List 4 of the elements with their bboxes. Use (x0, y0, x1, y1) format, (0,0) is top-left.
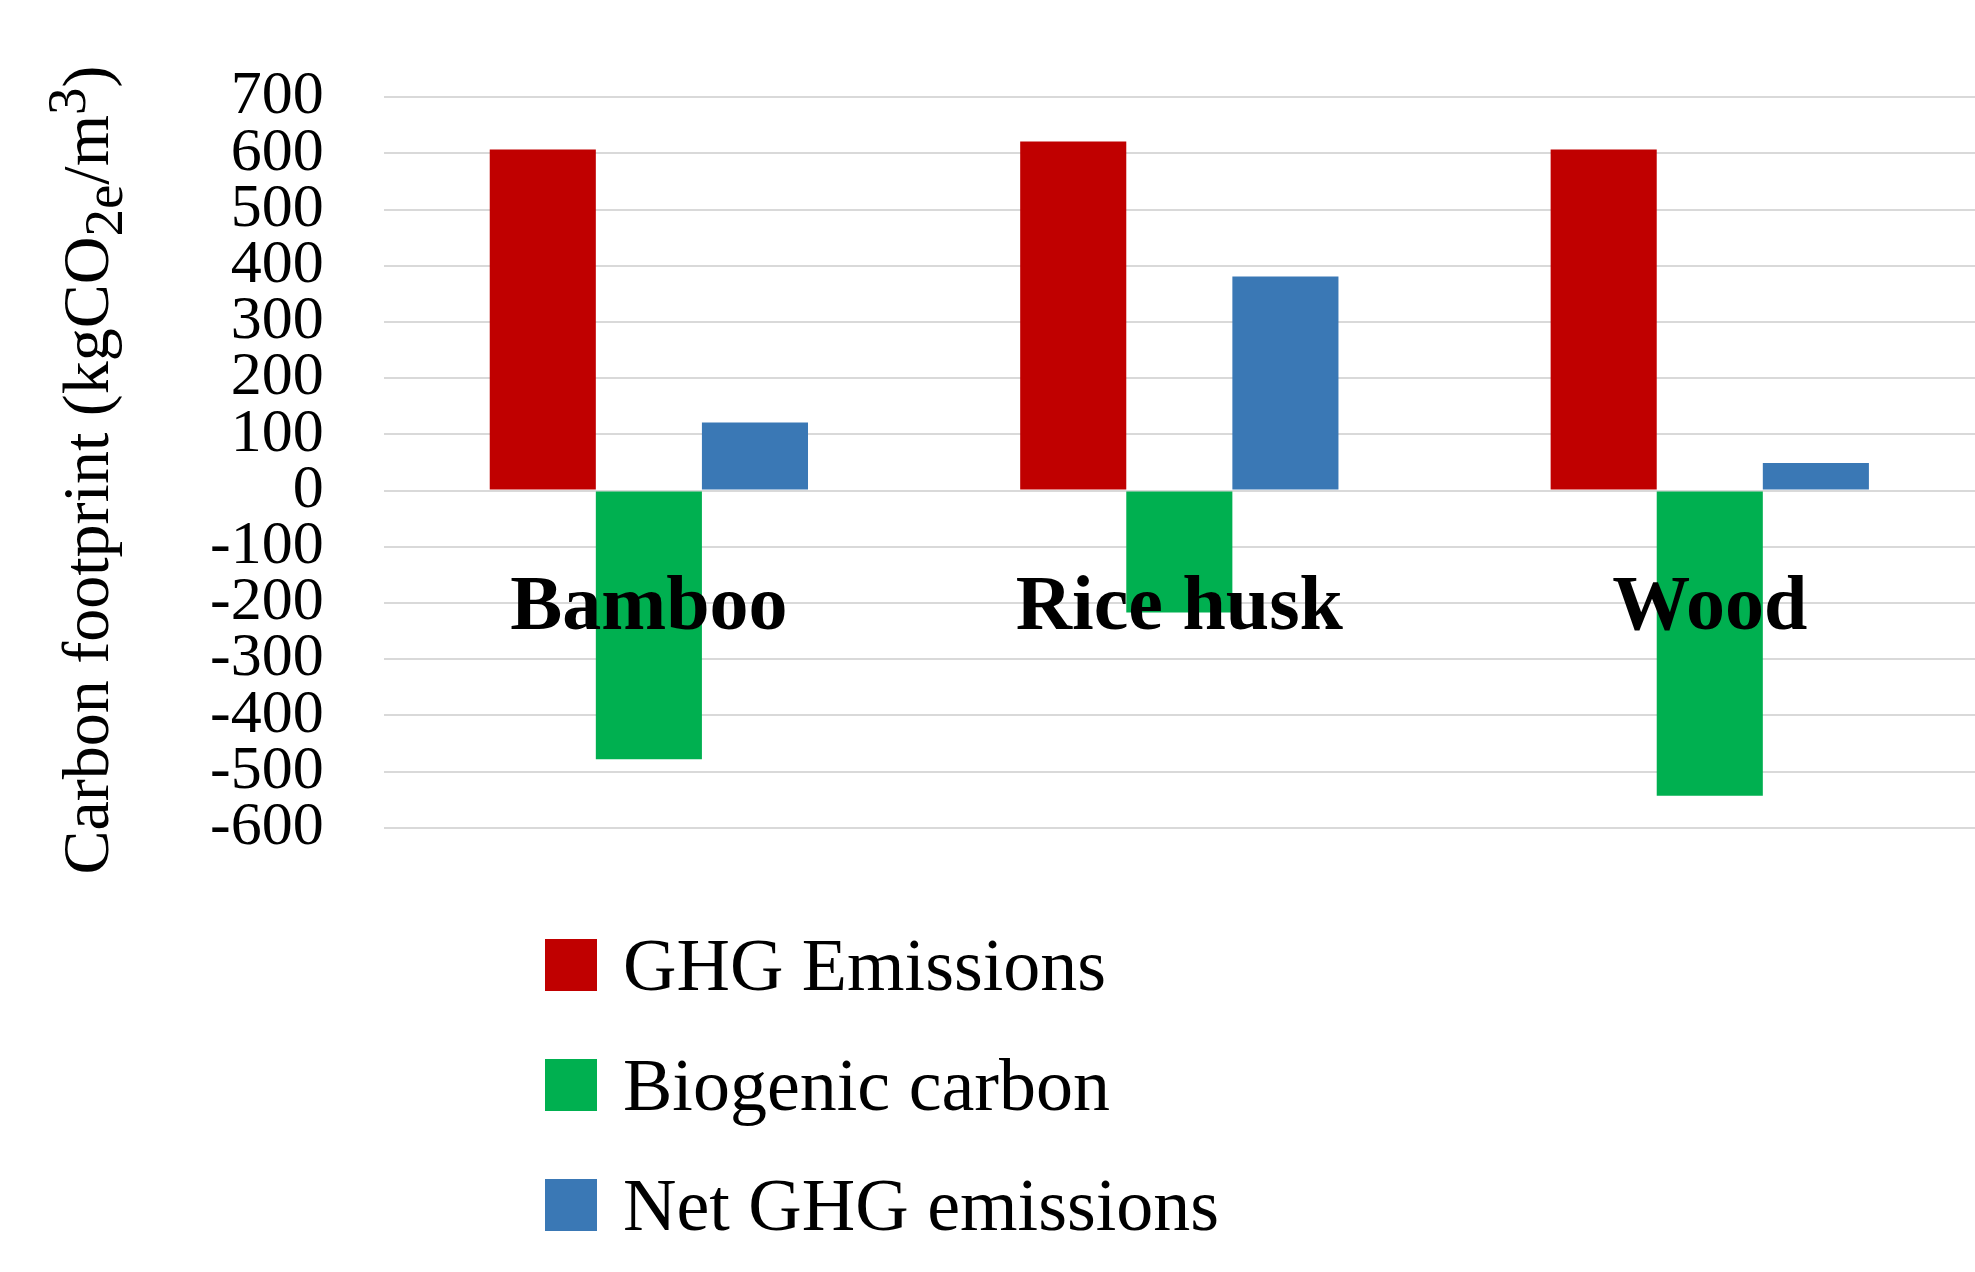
legend-label: GHG Emissions (623, 922, 1107, 1008)
legend-label: Net GHG emissions (623, 1162, 1220, 1248)
legend-label: Biogenic carbon (623, 1042, 1110, 1128)
x-tick-label: Rice husk (1015, 558, 1344, 646)
